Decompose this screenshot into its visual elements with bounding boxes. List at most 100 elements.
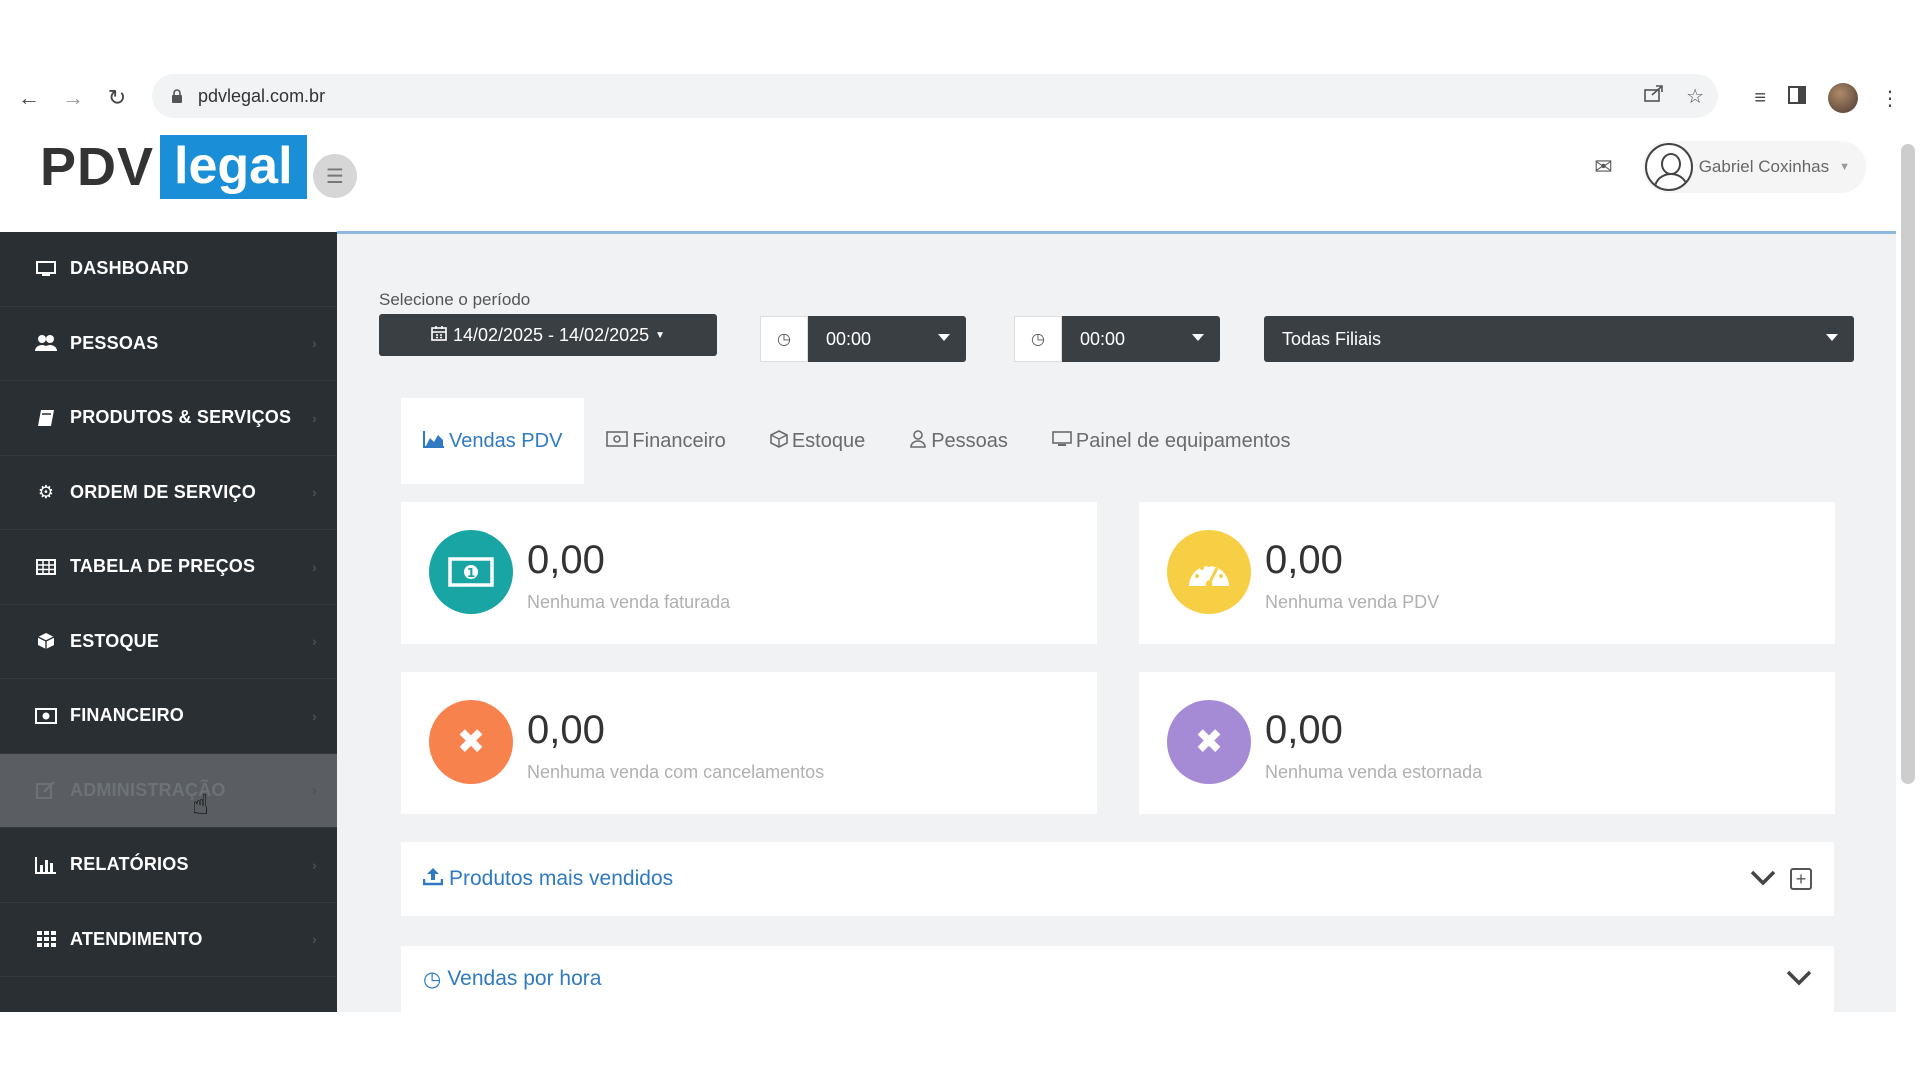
money-icon (34, 707, 58, 724)
scrollbar-thumb[interactable] (1901, 144, 1915, 784)
reload-icon[interactable]: ↻ (107, 85, 127, 110)
hamburger-icon: ☰ (326, 165, 344, 188)
tab-estoque[interactable]: Estoque (748, 398, 887, 484)
branch-value: Todas Filiais (1282, 328, 1382, 349)
chevron-right-icon: › (312, 707, 317, 724)
clock-icon: ◷ (1014, 316, 1062, 362)
sidebar-item-label: ESTOQUE (70, 630, 160, 651)
monitor-icon (34, 260, 58, 277)
book-icon (34, 409, 58, 427)
card-label: Nenhuma venda com cancelamentos (527, 762, 825, 782)
card-vendas-pdv: 0,00 Nenhuma venda PDV (1139, 502, 1835, 644)
sidebar-item-financeiro[interactable]: FINANCEIRO › (0, 679, 337, 754)
time-start-value: 00:00 (826, 328, 872, 349)
chevron-right-icon: › (312, 409, 317, 426)
gear-icon: ⚙ (37, 481, 55, 502)
area-chart-icon (423, 430, 445, 453)
caret-down-icon: ▼ (1839, 161, 1850, 173)
panel-produtos-mais-vendidos: Produtos mais vendidos + (401, 842, 1834, 916)
dashboard-tabs: Vendas PDV Financeiro Estoque Pessoas Pa… (401, 398, 1313, 484)
bar-chart-icon (34, 856, 58, 874)
caret-down-icon: ▼ (655, 329, 666, 341)
sidebar-item-label: PESSOAS (70, 332, 159, 353)
time-end-select[interactable]: 00:00 (1062, 316, 1220, 362)
table-icon (34, 558, 58, 575)
header-divider (337, 231, 1897, 234)
sidebar-item-produtos[interactable]: PRODUTOS & SERVIÇOS › (0, 381, 337, 456)
tab-financeiro[interactable]: Financeiro (584, 398, 747, 484)
branch-select[interactable]: Todas Filiais (1264, 316, 1854, 362)
tab-label: Painel de equipamentos (1075, 429, 1291, 452)
mail-icon[interactable]: ✉ (1594, 154, 1613, 179)
time-start-select[interactable]: 00:00 (808, 316, 966, 362)
chevron-down-icon[interactable] (1786, 966, 1812, 992)
menu-toggle-button[interactable]: ☰ (313, 154, 357, 198)
lock-icon (170, 89, 184, 103)
sidebar-item-estoque[interactable]: ESTOQUE › (0, 605, 337, 679)
browser-toolbar: ← → ↻ pdvlegal.com.br ☆ ≡ ⋮ (0, 74, 1920, 122)
box-icon (770, 429, 788, 453)
share-icon[interactable] (1644, 84, 1664, 108)
speedometer-icon (1167, 530, 1251, 614)
card-label: Nenhuma venda faturada (527, 592, 731, 612)
caret-down-icon (938, 334, 950, 341)
period-label: Selecione o período (379, 290, 531, 309)
sidebar-item-label: RELATÓRIOS (70, 854, 189, 875)
expand-plus-icon[interactable]: + (1790, 868, 1812, 890)
sidebar-item-administracao[interactable]: ADMINISTRAÇÃO › (0, 753, 337, 828)
card-cancelamentos: ✖ 0,00 Nenhuma venda com cancelamentos (401, 672, 1097, 814)
url-text: pdvlegal.com.br (198, 85, 326, 106)
profile-avatar[interactable] (1828, 83, 1858, 113)
sidebar-item-tabela-precos[interactable]: TABELA DE PREÇOS › (0, 530, 337, 605)
star-icon[interactable]: ☆ (1686, 85, 1704, 108)
sidebar-item-relatorios[interactable]: RELATÓRIOS › (0, 828, 337, 903)
side-panel-icon[interactable] (1788, 86, 1806, 110)
tab-label: Financeiro (632, 429, 726, 452)
tab-vendas-pdv[interactable]: Vendas PDV (401, 398, 585, 484)
panel-vendas-por-hora: ◷ Vendas por hora (401, 946, 1834, 1012)
upload-icon (422, 866, 444, 892)
sidebar-item-pessoas[interactable]: PESSOAS › (0, 307, 337, 381)
box-icon (34, 632, 58, 650)
logo-text-pdv: PDV (40, 137, 155, 197)
forward-arrow-icon[interactable]: → (62, 85, 84, 110)
tab-pessoas[interactable]: Pessoas (887, 398, 1030, 484)
reading-list-icon[interactable]: ≡ (1754, 86, 1766, 109)
monitor-icon (1052, 430, 1072, 452)
chevron-right-icon: › (312, 484, 317, 501)
dashboard-main: Selecione o período 14/02/2025 - 14/02/2… (337, 234, 1897, 1012)
panel-title: Produtos mais vendidos (449, 867, 674, 890)
card-value: 0,00 (527, 538, 605, 582)
tab-painel-equipamentos[interactable]: Painel de equipamentos (1030, 398, 1313, 484)
close-icon: ✖ (429, 700, 513, 784)
user-avatar-icon (1644, 143, 1693, 191)
user-name: Gabriel Coxinhas (1698, 157, 1830, 176)
sidebar-item-label: ATENDIMENTO (70, 928, 203, 949)
sidebar-item-label: DASHBOARD (70, 258, 189, 279)
address-bar[interactable]: pdvlegal.com.br ☆ (152, 74, 1718, 118)
card-value: 0,00 (1265, 708, 1343, 752)
back-arrow-icon[interactable]: ← (18, 85, 40, 110)
sidebar-item-dashboard[interactable]: DASHBOARD (0, 232, 337, 307)
clock-icon: ◷ (423, 967, 442, 991)
chevron-down-icon[interactable] (1750, 866, 1776, 892)
sidebar-item-label: ORDEM DE SERVIÇO (70, 481, 256, 502)
date-range-picker[interactable]: 14/02/2025 - 14/02/2025 ▼ (379, 314, 717, 356)
chevron-right-icon: › (312, 782, 317, 799)
sidebar-item-ordem-servico[interactable]: ⚙ ORDEM DE SERVIÇO › (0, 456, 337, 530)
chevron-right-icon: › (312, 856, 317, 873)
user-menu[interactable]: Gabriel Coxinhas ▼ (1642, 141, 1866, 193)
money-icon (606, 430, 629, 452)
card-label: Nenhuma venda PDV (1265, 592, 1440, 612)
page-scrollbar[interactable] (1896, 122, 1920, 1012)
user-icon (909, 429, 927, 453)
sidebar: DASHBOARD PESSOAS › PRODUTOS & SERVIÇOS … (0, 232, 337, 1012)
pdv-legal-logo[interactable]: PDV legal (40, 134, 307, 200)
chevron-right-icon: › (312, 335, 317, 352)
tab-label: Estoque (791, 429, 866, 452)
chevron-right-icon: › (312, 931, 317, 948)
kebab-menu-icon[interactable]: ⋮ (1880, 87, 1900, 110)
sidebar-item-atendimento[interactable]: ATENDIMENTO › (0, 903, 337, 977)
logo-text-legal: legal (160, 135, 307, 199)
time-end-group: ◷ 00:00 (1014, 316, 1220, 362)
